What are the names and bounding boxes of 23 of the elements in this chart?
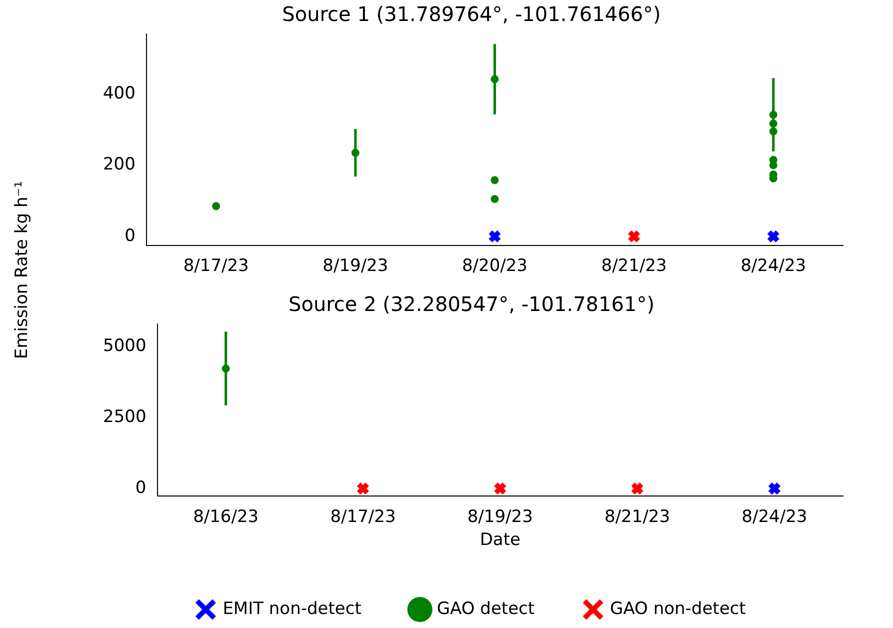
- x-tick-label: 8/17/23: [330, 506, 396, 527]
- x-tick-label: 8/19/23: [322, 256, 388, 276]
- y-tick-label: 200: [102, 154, 136, 175]
- chart-title: Source 2 (32.280547°, -101.78161°): [288, 292, 654, 316]
- x-axis-title: Date: [480, 530, 520, 550]
- legend-label: GAO non-detect: [610, 598, 746, 619]
- x-tick-label: 8/16/23: [193, 506, 259, 527]
- chart-title: Source 1 (31.789764°, -101.761466°): [282, 2, 661, 26]
- x-tick-label: 8/20/23: [462, 256, 528, 276]
- x-tick-label: 8/24/23: [742, 506, 808, 527]
- x-tick-label: 8/24/23: [740, 256, 806, 276]
- x-tick-label: 8/21/23: [601, 256, 667, 276]
- y-tick-label: 400: [102, 84, 136, 104]
- x-tick-label: 8/19/23: [467, 506, 533, 527]
- y-tick-label: 5000: [103, 336, 146, 356]
- legend-label: GAO detect: [436, 598, 535, 619]
- x-tick-label: 8/21/23: [604, 506, 670, 527]
- x-tick-label: 8/17/23: [183, 256, 249, 276]
- y-axis-title: Emission Rate kg h⁻¹: [12, 180, 32, 360]
- y-tick-label: 2500: [103, 407, 146, 428]
- y-tick-label: 0: [135, 478, 146, 498]
- y-tick-label: 0: [124, 226, 136, 246]
- legend-label: EMIT non-detect: [222, 598, 362, 619]
